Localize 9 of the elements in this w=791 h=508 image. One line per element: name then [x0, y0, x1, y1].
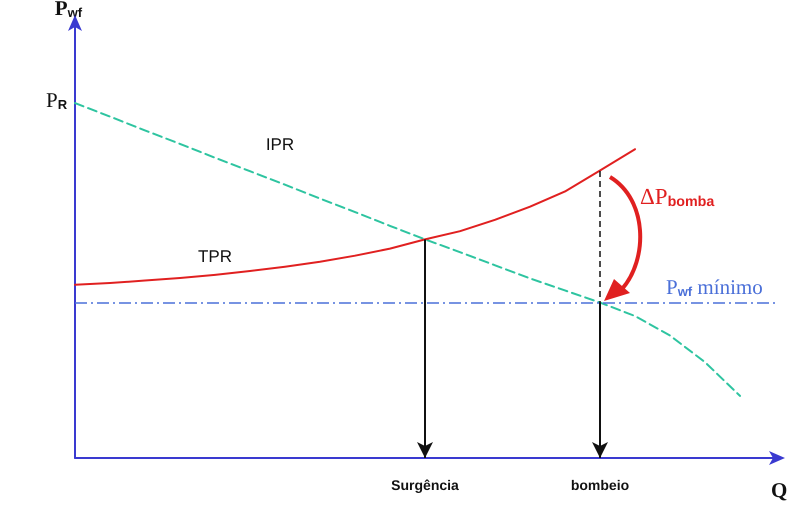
y-axis-title: P$_{wf}$ [54, 0, 82, 20]
annotation: ΔP$_{bomba}$ [640, 184, 714, 210]
series-label: IPR [266, 135, 294, 154]
x-tick-label: Surgência [391, 477, 460, 493]
series-label: TPR [198, 246, 232, 266]
x-axis-title: Q [771, 478, 788, 502]
ref-line-label: P$_{wf}$ mínimo [666, 274, 763, 299]
x-tick-label: bombeio [570, 477, 630, 493]
text: P$_{R}$ [46, 88, 68, 112]
